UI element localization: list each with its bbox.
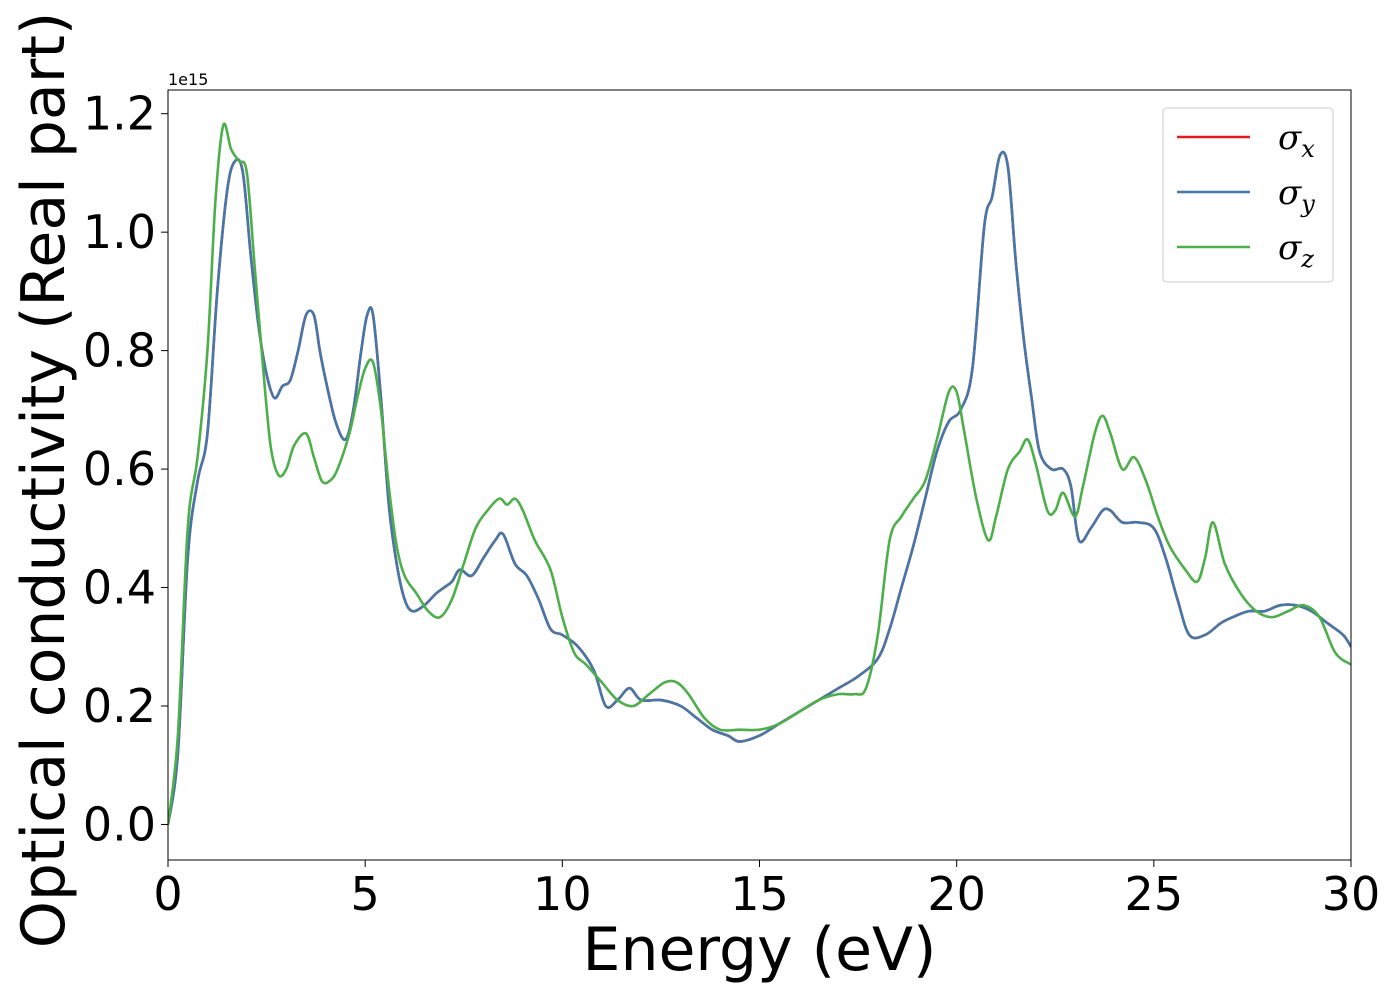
y-tick-label: 1.2 xyxy=(83,87,156,141)
y-tick-label: 0.6 xyxy=(83,442,156,496)
series-line-y xyxy=(168,150,1351,825)
series-line-z xyxy=(168,122,1351,825)
x-tick-label: 30 xyxy=(1322,867,1381,921)
y-tick-label: 0.8 xyxy=(83,324,156,378)
x-axis-label: Energy (eV) xyxy=(583,915,937,985)
y-tick-label: 0.0 xyxy=(83,797,156,851)
legend-box xyxy=(1162,107,1334,283)
y-tick-label: 0.4 xyxy=(83,561,156,615)
y-axis-label: Optical conductivity (Real part) xyxy=(9,12,79,949)
y-axis-ticks: 0.0 0.2 0.4 0.6 0.8 1.0 1.2 xyxy=(83,87,168,851)
x-tick-label: 20 xyxy=(927,867,986,921)
y-axis-offset-label: 1e15 xyxy=(168,70,208,89)
x-tick-label: 25 xyxy=(1125,867,1184,921)
legend-entry-y: σy xyxy=(1278,173,1315,218)
x-tick-label: 5 xyxy=(351,867,380,921)
x-tick-label: 10 xyxy=(533,867,592,921)
legend-entry-z: σz xyxy=(1278,228,1314,273)
y-tick-label: 0.2 xyxy=(83,679,156,733)
x-tick-label: 0 xyxy=(153,867,182,921)
x-tick-label: 15 xyxy=(730,867,789,921)
series-group xyxy=(168,122,1351,825)
legend-entry-x: σx xyxy=(1278,118,1315,163)
legend: σx σy σz xyxy=(1162,107,1334,283)
y-tick-label: 1.0 xyxy=(83,205,156,259)
x-axis-ticks: 0 5 10 15 20 25 30 xyxy=(153,860,1380,921)
